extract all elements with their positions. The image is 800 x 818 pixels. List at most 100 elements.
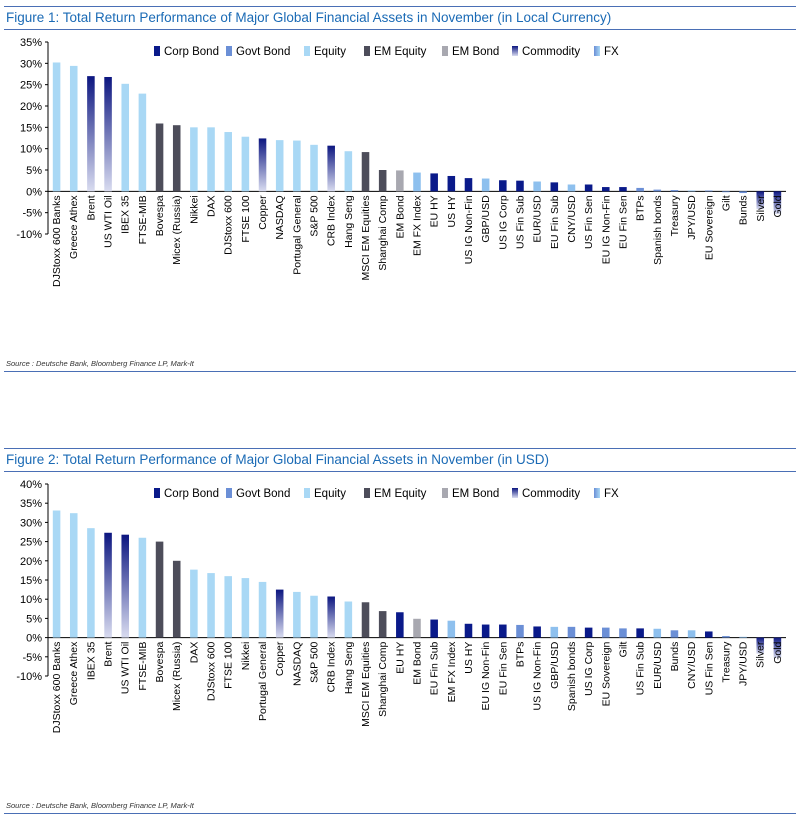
bar [447,620,456,638]
bar [550,182,559,192]
bar [121,534,130,638]
y-tick-label: -5% [22,652,42,664]
x-tick-label: EU Sovereign [703,195,715,260]
bar [258,581,267,638]
y-tick-label: 10% [20,594,42,606]
y-tick-label: 20% [20,101,42,113]
x-tick-label: Copper [274,641,286,676]
bar [207,573,215,638]
legend-label: Equity [314,46,346,58]
bar [499,624,507,638]
legend: Corp Bond Govt Bond Equity EM Equity EM Bond… [154,46,619,58]
legend-label: Commodity [522,46,580,58]
figure-title: Figure 2: Total Return Performance of Ma… [4,448,796,472]
y-tick-label: 0% [26,186,42,198]
x-tick-label: Silver [755,195,767,222]
bar-chart-usd: 40% 35% 30% 25% 20% 15% 10% 5% 0% -5% -10% DJStoxx … [16,479,786,734]
x-tick-label: JPY/USD [738,641,750,686]
y-tick-label: 35% [20,37,42,49]
legend-swatch [364,46,370,56]
bar [87,528,95,638]
bar [687,630,696,638]
x-tick-label: CRB Index [326,195,338,247]
bar [533,626,541,638]
bar [636,628,644,638]
x-tick-label: EM Bond [412,641,424,684]
x-tick-label: US WTI Oil [103,195,115,248]
y-tick-label: 30% [20,517,42,529]
legend-swatch [304,46,310,56]
x-tick-label: Micex (Russia) [171,195,183,264]
legend-swatch [442,46,448,56]
bar [52,510,61,638]
x-tick-label: EM FX Index [412,195,424,256]
x-tick-label: US HY [463,642,475,674]
x-tick-label: Portugal General [291,195,303,274]
legend-label: Corp Bond [164,46,219,58]
x-tick-label: MSCI EM Equities [360,642,372,727]
x-tick-label: IBEX 35 [120,195,132,234]
x-tick-label: Gold [772,195,784,217]
x-tick-label: Shanghai Comp [377,195,389,270]
bar [224,132,232,192]
x-tick-label: Bovespa [154,641,166,682]
x-tick-label: Copper [257,195,269,230]
x-tick-label: DAX [188,642,200,664]
y-tick-label: 35% [20,498,42,510]
x-tick-label: DAX [206,195,218,217]
bar [344,601,353,638]
legend-swatch [154,46,160,56]
bar [670,630,679,638]
bar [550,626,559,638]
y-tick-label: 15% [20,575,42,587]
bar [430,173,438,192]
bar [155,123,164,192]
x-tick-label: CNY/USD [566,195,578,243]
x-tick-label: Shanghai Comp [377,641,389,716]
x-tick-label: Spanish bonds [566,642,578,711]
x-tick-label: EU IG Non-Fin [480,641,492,710]
x-tick-label: EU Fin Sub [429,641,441,695]
y-tick-label: 40% [20,479,42,491]
bar [378,611,387,638]
bar [327,596,335,638]
y-tick-label: -10% [16,671,42,683]
legend: Corp Bond Govt Bond Equity EM Equity EM Bond… [154,488,619,500]
figure-title: Figure 1: Total Return Performance of Ma… [4,6,796,30]
legend-swatch [226,488,232,498]
x-tick-label: BTPs [635,195,647,221]
y-tick-label: 10% [20,144,42,156]
bar [275,589,284,638]
legend-swatch [154,488,160,498]
x-tick-label: DJStoxx 600 Banks [51,642,63,734]
x-tick-label: EU HY [394,642,406,674]
bar [293,140,301,192]
x-tick-label: Gold [772,641,784,663]
x-tick-label: US IG Non-Fin [463,195,475,264]
x-tick-label: Greece Athex [68,195,80,259]
bar [584,627,593,638]
bar [121,83,130,192]
bar [602,187,610,192]
x-tick-label: S&P 500 [309,641,321,682]
bar [773,637,782,658]
bar [464,623,473,638]
x-tick-label: JPY/USD [686,195,698,240]
x-tick-label: Brent [103,642,115,667]
y-tick-label: 30% [20,58,42,70]
x-tick-label: Nikkei [188,195,200,224]
bar [773,191,782,214]
bar [310,144,318,192]
x-tick-label: Bunds [738,195,750,225]
y-tick-label: 5% [26,613,42,625]
x-tick-label: EU IG Non-Fin [600,195,612,264]
x-tick-label: EU Sovereign [600,641,612,706]
x-tick-label: US Fin Sub [635,641,647,695]
x-tick-label: EM Bond [394,195,406,238]
legend-swatch [442,488,448,498]
x-tick-label: Hang Seng [343,195,355,248]
bar [447,175,456,192]
x-tick-label: GBP/USD [480,195,492,243]
legend-swatch [594,46,600,56]
bar [756,191,765,210]
